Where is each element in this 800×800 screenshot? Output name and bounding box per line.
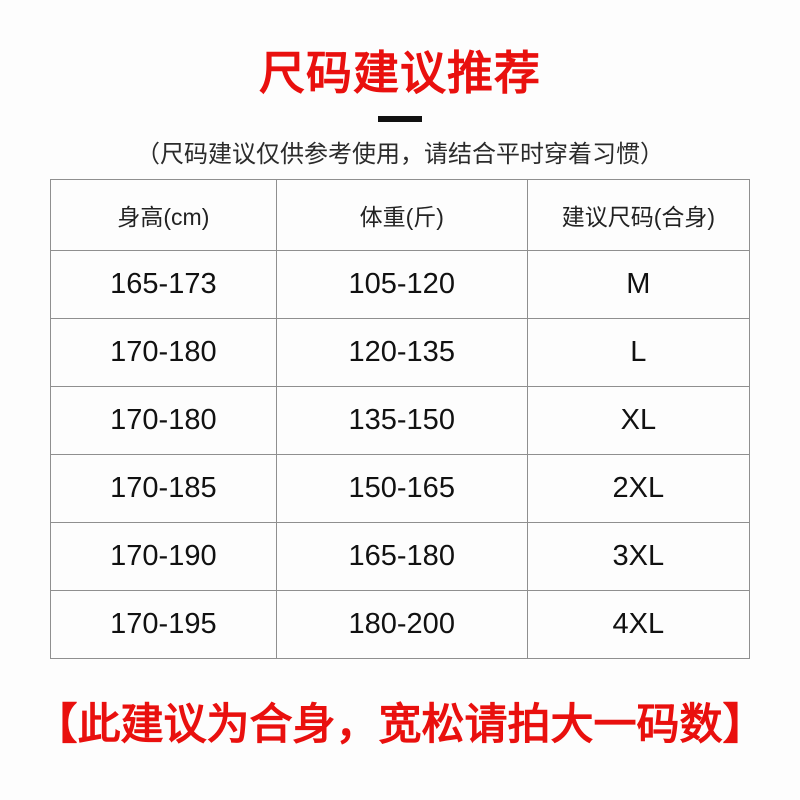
table-header-row: 身高(cm) 体重(斤) 建议尺码(合身) — [50, 179, 751, 251]
table-cell: 170-185 — [50, 454, 277, 523]
table-cell: 165-180 — [275, 522, 528, 591]
table-cell: 3XL — [526, 522, 751, 591]
table-row: 170-180 135-150 XL — [50, 386, 751, 455]
table-cell: 170-195 — [50, 590, 277, 659]
table-row: 170-180 120-135 L — [50, 318, 751, 387]
table-row: 170-190 165-180 3XL — [50, 522, 751, 591]
table-header-cell: 建议尺码(合身) — [526, 179, 751, 251]
table-cell: M — [526, 250, 751, 319]
table-cell: 170-180 — [50, 386, 277, 455]
table-header-cell: 体重(斤) — [275, 179, 528, 251]
table-cell: 135-150 — [275, 386, 528, 455]
table-row: 170-185 150-165 2XL — [50, 454, 751, 523]
table-cell: 170-180 — [50, 318, 277, 387]
table-cell: L — [526, 318, 751, 387]
table-cell: 105-120 — [275, 250, 528, 319]
table-cell: 180-200 — [275, 590, 528, 659]
table-cell: 4XL — [526, 590, 751, 659]
table-row: 165-173 105-120 M — [50, 250, 751, 319]
footer-warning: 【此建议为合身，宽松请拍大一码数】 — [34, 701, 766, 749]
title-underline-dash — [378, 116, 422, 122]
table-cell: 165-173 — [50, 250, 277, 319]
table-cell: 2XL — [526, 454, 751, 523]
table-cell: 120-135 — [275, 318, 528, 387]
table-cell: XL — [526, 386, 751, 455]
page-title: 尺码建议推荐 — [259, 47, 541, 99]
table-row: 170-195 180-200 4XL — [50, 590, 751, 659]
table-cell: 170-190 — [50, 522, 277, 591]
size-table: 身高(cm) 体重(斤) 建议尺码(合身) 165-173 105-120 M 170-1… — [50, 179, 751, 659]
subtitle-note: （尺码建议仅供参考使用，请结合平时穿着习惯） — [136, 141, 664, 168]
table-cell: 150-165 — [275, 454, 528, 523]
table-header-cell: 身高(cm) — [50, 179, 277, 251]
